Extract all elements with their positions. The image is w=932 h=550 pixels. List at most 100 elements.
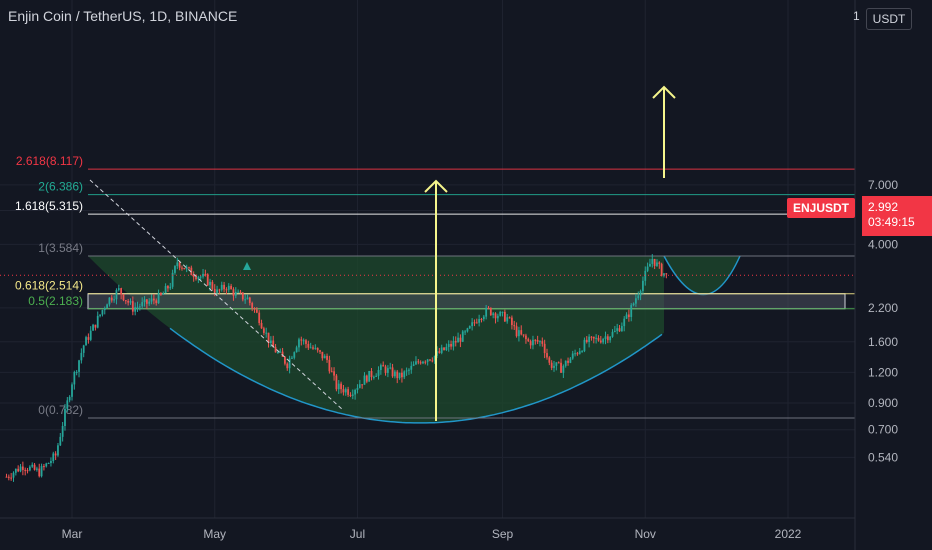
scale-label: 1 [853,9,860,23]
candle-body-bullish [646,266,649,271]
candle-body-bullish [440,347,443,353]
candle-body-bearish [627,314,630,317]
candle-body-bullish [351,394,354,396]
candle-body-bearish [503,311,506,322]
candle-body-bearish [592,336,595,339]
candle-body-bearish [494,313,497,319]
candle-body-bullish [501,311,504,313]
candle-body-bearish [211,281,214,289]
candle-body-bullish [564,360,567,366]
last-price-badge: 2.992 03:49:15 [862,196,932,236]
overlay-drawings [0,85,855,421]
candle-body-bullish [344,389,347,393]
candle-body-bullish [138,306,141,308]
time-tick-label: Sep [492,527,514,541]
candle-body-bearish [391,367,394,377]
candle-body-bearish [321,351,324,359]
last-price: 2.992 [868,200,899,214]
candle-body-bullish [45,463,48,467]
candle-body-bearish [534,339,537,341]
fib-label: 0.5(2.183) [28,294,83,308]
candle-body-bullish [202,273,204,277]
candle-body-bullish [162,293,165,295]
candle-body-bullish [227,285,230,290]
candle-body-bearish [286,363,289,369]
trendline [89,179,344,411]
candle-body-bullish [113,299,116,301]
candle-body-bullish [169,286,172,289]
candle-body-bearish [590,336,593,338]
candle-body-bearish [653,258,656,266]
candle-body-bullish [234,291,237,296]
candle-body-bearish [424,361,427,363]
candle-body-bearish [431,360,434,362]
price-axis[interactable]: 7.0005.5004.0002.2001.6001.2000.9000.700… [854,0,898,550]
candle-body-bearish [145,299,148,304]
candle-body-bullish [595,337,598,339]
price-tick-label: 1.200 [868,365,898,379]
candle-body-bullish [354,389,357,395]
candle-body-bearish [94,324,97,328]
candle-body-bearish [365,375,368,382]
candle-body-bearish [17,468,20,472]
candle-body-bearish [326,355,328,360]
candle-body-bearish [480,319,483,321]
candle-body-bullish [358,384,361,388]
time-tick-label: Mar [62,527,83,541]
candle-body-bullish [108,297,111,305]
candle-body-bullish [415,361,417,365]
candle-body-bearish [560,362,562,373]
candle-body-bearish [361,384,364,386]
candle-body-bearish [396,371,399,379]
candle-body-bullish [506,317,509,322]
time-tick-label: Nov [635,527,656,541]
candle-body-bearish [585,339,588,343]
candle-body-bullish [426,359,429,362]
candle-body-bullish [644,270,647,281]
candle-body-bullish [637,295,640,299]
time-axis[interactable]: Mar May Jul Sep Nov 2022 [0,517,855,541]
candle-body-bullish [73,372,76,385]
candle-body-bearish [599,340,602,343]
candle-body-bullish [496,315,499,319]
currency-selector[interactable]: USDT [866,8,912,30]
candle-body-bullish [368,370,371,382]
cup-curve [169,327,663,424]
handle-fill-area [664,256,740,295]
candle-body-bearish [24,469,27,471]
candle-body-bearish [258,312,261,323]
candle-body-bullish [445,346,448,350]
candle-body-bullish [115,290,118,300]
candle-body-bullish [141,302,144,307]
candle-body-bullish [314,347,317,349]
time-tick-label: May [203,527,226,541]
candle-body-bullish [136,306,139,308]
candle-body-bearish [307,343,310,348]
candle-body-bullish [237,291,240,293]
candle-body-bearish [349,394,352,396]
candle-body-bearish [384,366,387,373]
candle-body-bullish [157,293,160,304]
candle-body-bearish [206,274,209,286]
pattern-drawings [87,255,846,424]
candle-body-bullish [288,358,291,369]
price-tick-label: 4.000 [868,237,898,251]
fib-label: 0(0.782) [38,403,83,417]
candle-body-bullish [295,347,298,353]
candle-body-bearish [536,339,539,342]
candle-body-bullish [452,340,455,347]
candle-body-bearish [529,341,532,346]
candle-body-bullish [246,297,249,300]
candle-body-bullish [265,332,268,334]
candle-body-bullish [216,289,218,293]
candle-body-bullish [613,330,616,332]
candle-body-bearish [267,332,270,343]
candle-body-bullish [604,336,607,339]
candle-body-bullish [539,341,541,343]
candle-body-bearish [305,340,307,344]
candle-body-bullish [199,276,202,278]
candle-body-bullish [649,263,651,267]
fib-label: 1.618(5.315) [15,199,83,213]
candle-body-bearish [487,307,490,309]
